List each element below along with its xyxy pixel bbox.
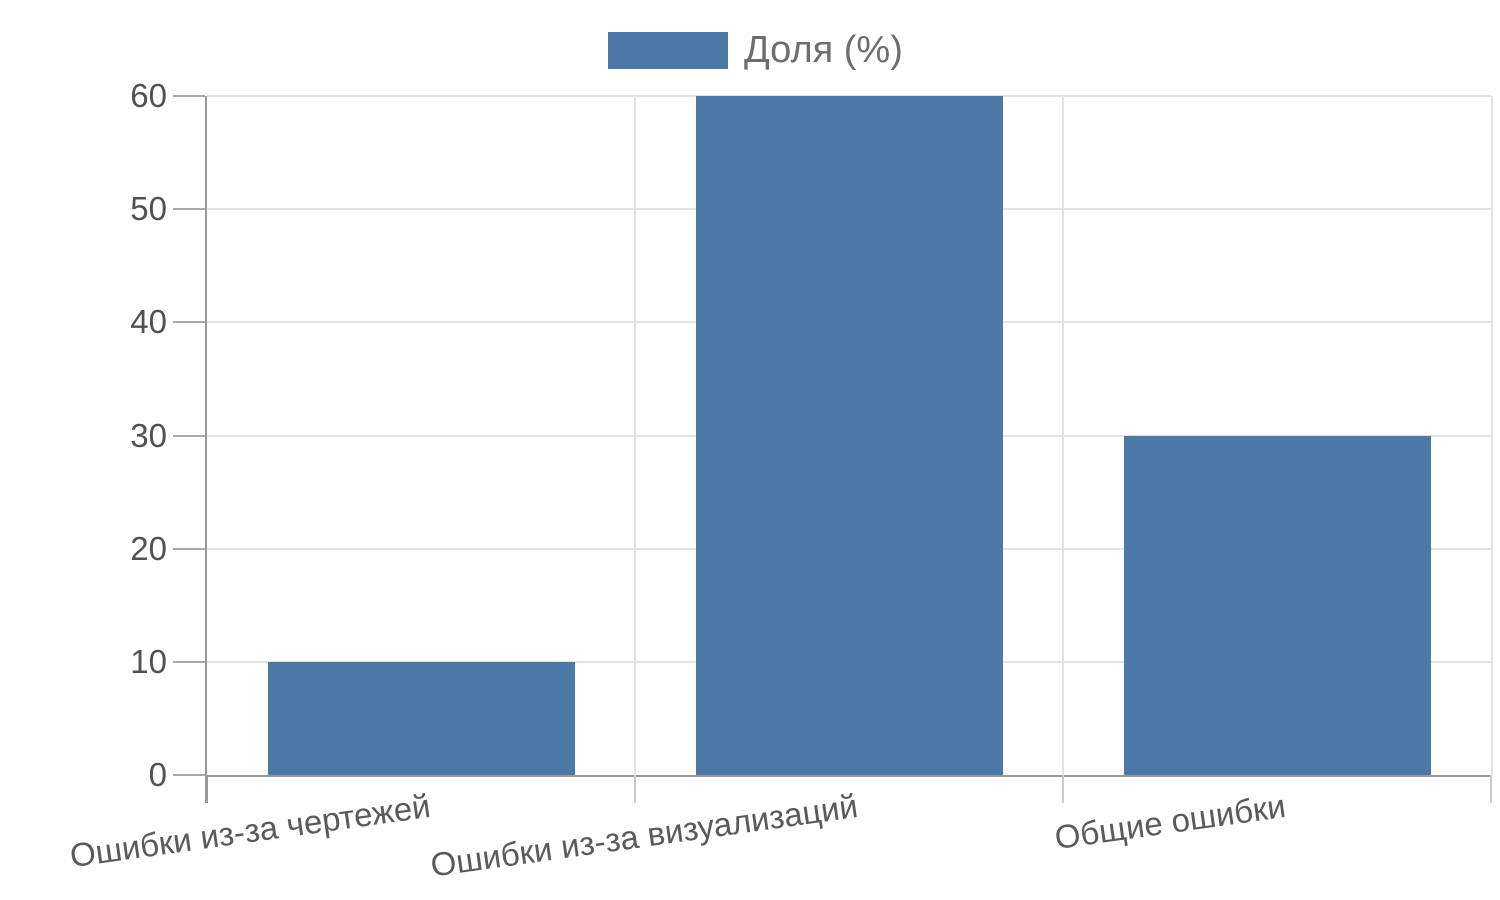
y-axis-tick-label: 30 (130, 416, 167, 454)
x-axis-tick-label: Ошибки из-за визуализаций (428, 787, 861, 884)
bar (267, 661, 575, 775)
x-axis-tick (1062, 775, 1064, 803)
bar (695, 96, 1003, 775)
y-axis-tick (173, 95, 205, 97)
x-axis-tick-label: Ошибки из-за чертежей (67, 787, 433, 875)
y-axis-tick-label: 0 (148, 756, 167, 793)
y-axis-tick-label: 60 (130, 77, 167, 114)
x-axis-tick-label: Общие ошибки (1052, 787, 1289, 857)
x-axis-line (205, 775, 1491, 777)
y-axis-tick (173, 208, 205, 211)
y-axis-tick-label: 50 (130, 190, 167, 228)
y-axis-tick-label: 10 (130, 642, 167, 680)
y-axis-tick (173, 434, 205, 437)
y-axis-tick (173, 547, 205, 550)
x-axis-tick (634, 775, 636, 803)
legend-color-swatch (608, 31, 728, 69)
plot-area: 0 10 20 30 40 50 60 (130, 77, 1493, 803)
y-axis-tick-label: 20 (130, 529, 167, 567)
legend-label: Доля (%) (744, 29, 903, 71)
y-axis-tick (173, 774, 205, 776)
grid-line-vertical (1491, 96, 1493, 775)
bar (1123, 435, 1431, 775)
chart-legend: Доля (%) (608, 28, 903, 72)
y-axis-tick (173, 660, 205, 663)
grid-line-vertical (634, 96, 636, 775)
grid-line-vertical (1062, 96, 1064, 775)
x-axis-tick (1490, 775, 1492, 803)
y-axis-tick (173, 321, 205, 324)
x-axis-tick (206, 775, 208, 803)
y-axis-tick-label: 40 (130, 303, 167, 341)
y-axis-line (205, 96, 207, 803)
